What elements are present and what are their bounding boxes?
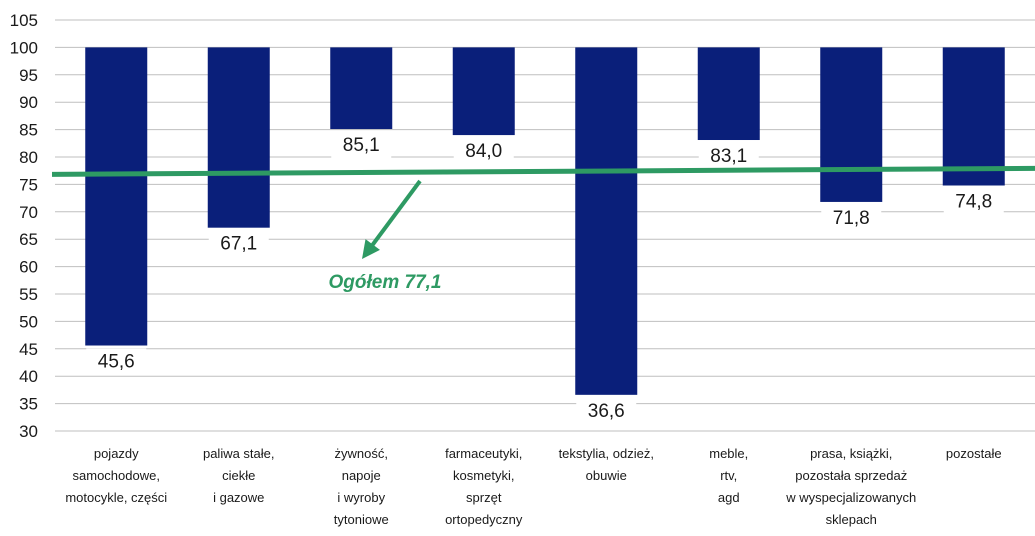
value-label: 67,1 [220,234,257,255]
category-label-line: motocykle, części [65,490,167,505]
value-label-bg [331,132,392,159]
category-label-line: w wyspecjalizowanych [785,490,916,505]
value-label: 74,8 [955,191,992,212]
category-label-line: pozostała sprzedaż [795,468,907,483]
value-label: 71,8 [833,208,870,229]
category-labels: pojazdy samochodowe, motocykle, części pali… [65,446,1001,527]
category-label: meble, rtv, agd [709,446,748,505]
category-label-line: sklepach [826,512,877,527]
y-tick-label: 60 [19,258,38,277]
category-label-line: agd [718,490,740,505]
y-tick-label: 70 [19,203,38,222]
reference-line-group: Ogółem 77,1 [51,165,1035,293]
y-tick-label: 75 [19,175,38,194]
bar [330,47,393,130]
bar [575,47,638,395]
y-tick-label: 30 [19,422,38,441]
category-label-line: kosmetyki, [453,468,514,483]
value-label: 83,1 [710,146,747,167]
bar [207,47,270,228]
y-tick-label: 105 [10,11,38,30]
category-label-line: ortopedyczny [445,512,523,527]
reference-label: Ogółem 77,1 [329,272,442,293]
value-label-bg [943,188,1004,215]
y-axis: 30 35 40 45 50 55 60 65 70 75 80 85 90 95 100 105 [10,11,38,441]
reference-arrow [366,179,422,253]
grid-lines [55,19,1035,432]
y-tick-label: 85 [19,121,38,140]
category-label-line: sprzęt [466,490,502,505]
category-label: prasa, książki, pozostała sprzedaż w wyspe… [785,446,916,527]
category-label-line: ciekłe [222,468,255,483]
category-label: pozostałe [946,446,1002,461]
category-label-line: i wyroby [337,490,385,505]
category-label-line: prasa, książki, [810,446,892,461]
category-label-line: meble, [709,446,748,461]
category-label: pojazdy samochodowe, motocykle, części [65,446,167,505]
value-labels: 45,6 67,1 85,1 84,0 36,6 83,1 71,8 74,8 [86,132,1004,424]
value-label-bg [821,204,882,231]
y-tick-label: 100 [10,38,38,57]
value-label-bg [698,143,759,170]
category-label: paliwa stałe, ciekłe i gazowe [203,446,275,505]
value-label: 84,0 [465,141,502,162]
reference-arrowhead [362,239,380,259]
value-label-bg [86,348,147,375]
category-label-line: samochodowe, [73,468,160,483]
bar [85,47,148,346]
category-label-line: rtv, [720,468,737,483]
y-tick-label: 35 [19,395,38,414]
category-label-line: pozostałe [946,446,1002,461]
reference-line [51,165,1035,177]
y-tick-label: 50 [19,312,38,331]
category-label-line: farmaceutyki, [445,446,522,461]
category-label: żywność, napoje i wyroby tytoniowe [334,446,389,527]
value-label-bg [453,138,514,165]
value-label-bg [576,397,637,424]
bar [942,47,1005,186]
y-tick-label: 40 [19,367,38,386]
bar [452,47,515,136]
y-tick-label: 45 [19,340,38,359]
category-label-line: tekstylia, odzież, [559,446,654,461]
category-label-line: paliwa stałe, [203,446,275,461]
value-label: 36,6 [588,401,625,422]
category-label-line: napoje [342,468,381,483]
category-label-line: pojazdy [94,446,139,461]
category-label-line: żywność, [335,446,388,461]
value-label: 45,6 [98,352,135,373]
bar [697,47,760,141]
y-tick-label: 80 [19,148,38,167]
category-label-line: i gazowe [213,490,264,505]
category-label-line: obuwie [586,468,627,483]
y-tick-label: 55 [19,285,38,304]
category-label-line: tytoniowe [334,512,389,527]
value-label-bg [208,230,269,257]
category-label: farmaceutyki, kosmetyki, sprzęt ortopedyczn… [445,446,523,527]
y-tick-label: 95 [19,66,38,85]
bar [820,47,883,202]
category-label: tekstylia, odzież, obuwie [559,446,654,483]
bars [85,47,1005,395]
y-tick-label: 65 [19,230,38,249]
y-tick-label: 90 [19,93,38,112]
value-label: 85,1 [343,135,380,156]
